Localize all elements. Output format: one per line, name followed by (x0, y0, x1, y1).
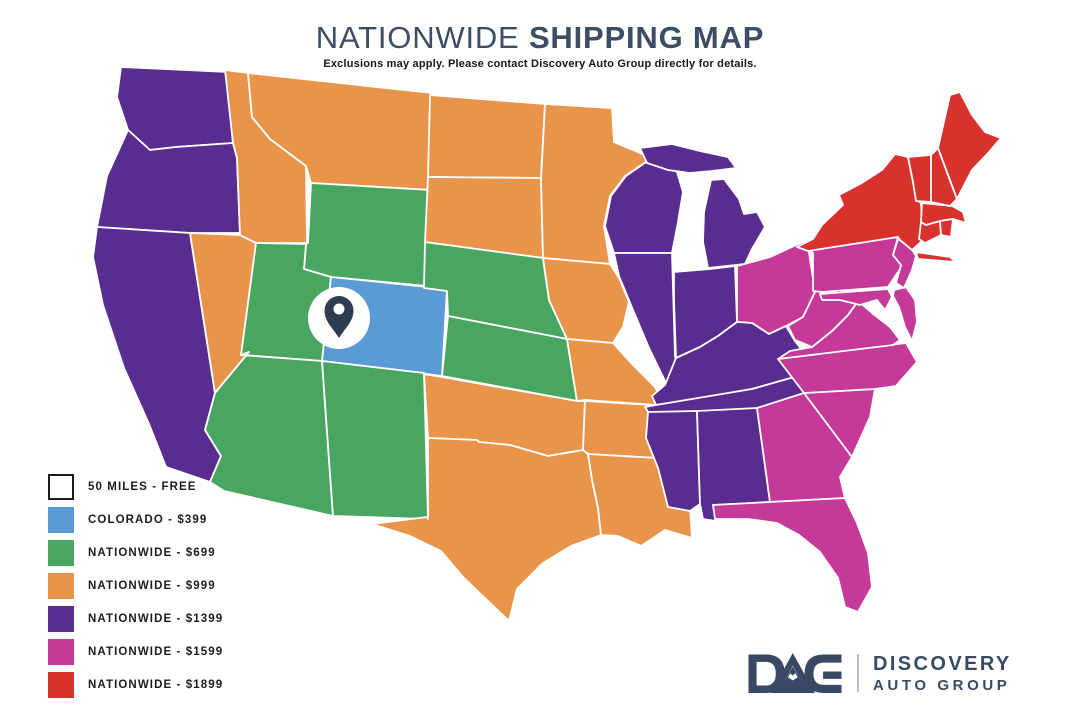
state-mi (702, 178, 766, 269)
state-ny (796, 153, 924, 252)
legend-label: NATIONWIDE - $1599 (88, 646, 224, 658)
legend-label: NATIONWIDE - $1399 (88, 613, 224, 625)
dealer-logo: DISCOVERY AUTO GROUP (747, 650, 1012, 696)
legend-swatch (48, 606, 74, 632)
state-me (937, 91, 1002, 200)
state-ri (939, 218, 954, 238)
legend-item: COLORADO - $399 (48, 507, 223, 533)
state-nh (930, 147, 958, 207)
legend: 50 MILES - FREE COLORADO - $399 NATIONWIDE… (48, 474, 223, 698)
legend-label: 50 MILES - FREE (88, 481, 197, 493)
legend-swatch (48, 507, 74, 533)
legend-label: NATIONWIDE - $699 (88, 547, 216, 559)
legend-label: NATIONWIDE - $999 (88, 580, 216, 592)
legend-swatch (48, 672, 74, 698)
legend-item: NATIONWIDE - $999 (48, 573, 223, 599)
legend-item: NATIONWIDE - $1399 (48, 606, 223, 632)
page-title-regular: NATIONWIDE (315, 20, 529, 55)
state-md2 (892, 286, 918, 342)
origin-pin (308, 287, 370, 349)
state-nj (892, 238, 917, 289)
state-nd (427, 94, 546, 179)
state-wy (303, 182, 431, 287)
logo-name: DISCOVERY AUTO GROUP (873, 654, 1012, 693)
state-ny2 (915, 251, 957, 263)
dag-logo-icon (748, 653, 842, 693)
state-nm (321, 360, 429, 520)
legend-label: COLORADO - $399 (88, 514, 208, 526)
header: NATIONWIDE SHIPPING MAP Exclusions may a… (0, 20, 1080, 70)
legend-item: 50 MILES - FREE (48, 474, 223, 500)
state-vt (907, 154, 932, 203)
state-md (819, 288, 893, 311)
legend-swatch (48, 639, 74, 665)
state-tx (371, 437, 602, 622)
state-mn (540, 103, 653, 265)
page-title-bold: SHIPPING MAP (528, 20, 765, 55)
state-mi2 (639, 143, 737, 174)
state-fl (712, 497, 873, 613)
legend-swatch (48, 540, 74, 566)
legend-item: NATIONWIDE - $1599 (48, 639, 223, 665)
pin-hole (333, 303, 345, 315)
map-pin-icon (324, 296, 354, 338)
legend-swatch (48, 573, 74, 599)
page-subtitle: Exclusions may apply. Please contact Dis… (323, 57, 757, 70)
legend-swatch (48, 474, 74, 500)
logo-divider (857, 654, 859, 692)
legend-item: NATIONWIDE - $699 (48, 540, 223, 566)
mountain-snowcap-icon (787, 673, 798, 681)
state-ia (542, 257, 630, 344)
logo-name-line2: AUTO GROUP (873, 676, 1011, 694)
legend-item: NATIONWIDE - $1899 (48, 672, 223, 698)
logo-name-line1: DISCOVERY (873, 652, 1012, 675)
legend-label: NATIONWIDE - $1899 (88, 679, 224, 691)
page-title: NATIONWIDE SHIPPING MAP (0, 20, 1080, 55)
